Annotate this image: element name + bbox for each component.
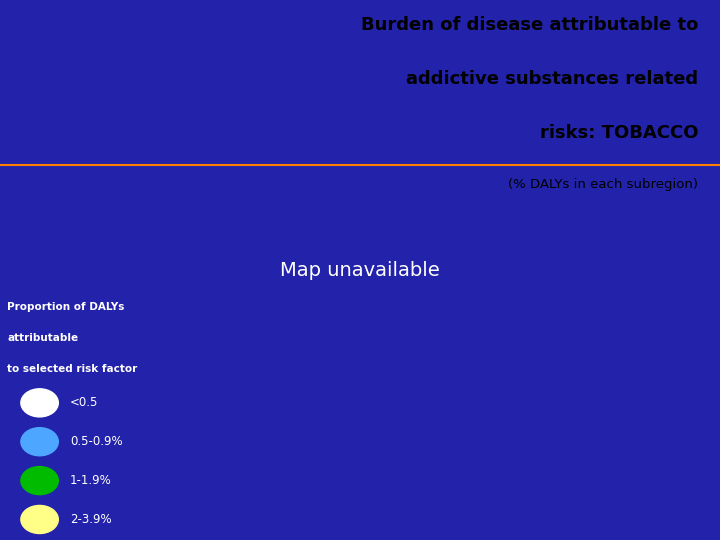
Text: Burden of disease attributable to: Burden of disease attributable to [361, 16, 698, 34]
Text: attributable: attributable [7, 333, 78, 343]
Circle shape [21, 428, 58, 456]
Text: 2-3.9%: 2-3.9% [70, 513, 112, 526]
Text: to selected risk factor: to selected risk factor [7, 364, 138, 374]
Text: 1-1.9%: 1-1.9% [70, 474, 112, 487]
Text: addictive substances related: addictive substances related [406, 70, 698, 88]
Text: Map unavailable: Map unavailable [280, 260, 440, 280]
Text: (% DALYs in each subregion): (% DALYs in each subregion) [508, 178, 698, 191]
Circle shape [21, 389, 58, 417]
Text: <0.5: <0.5 [70, 396, 98, 409]
Text: risks: TOBACCO: risks: TOBACCO [540, 124, 698, 142]
Text: 0.5-0.9%: 0.5-0.9% [70, 435, 122, 448]
Circle shape [21, 467, 58, 495]
Text: Proportion of DALYs: Proportion of DALYs [7, 302, 125, 313]
Circle shape [21, 505, 58, 534]
